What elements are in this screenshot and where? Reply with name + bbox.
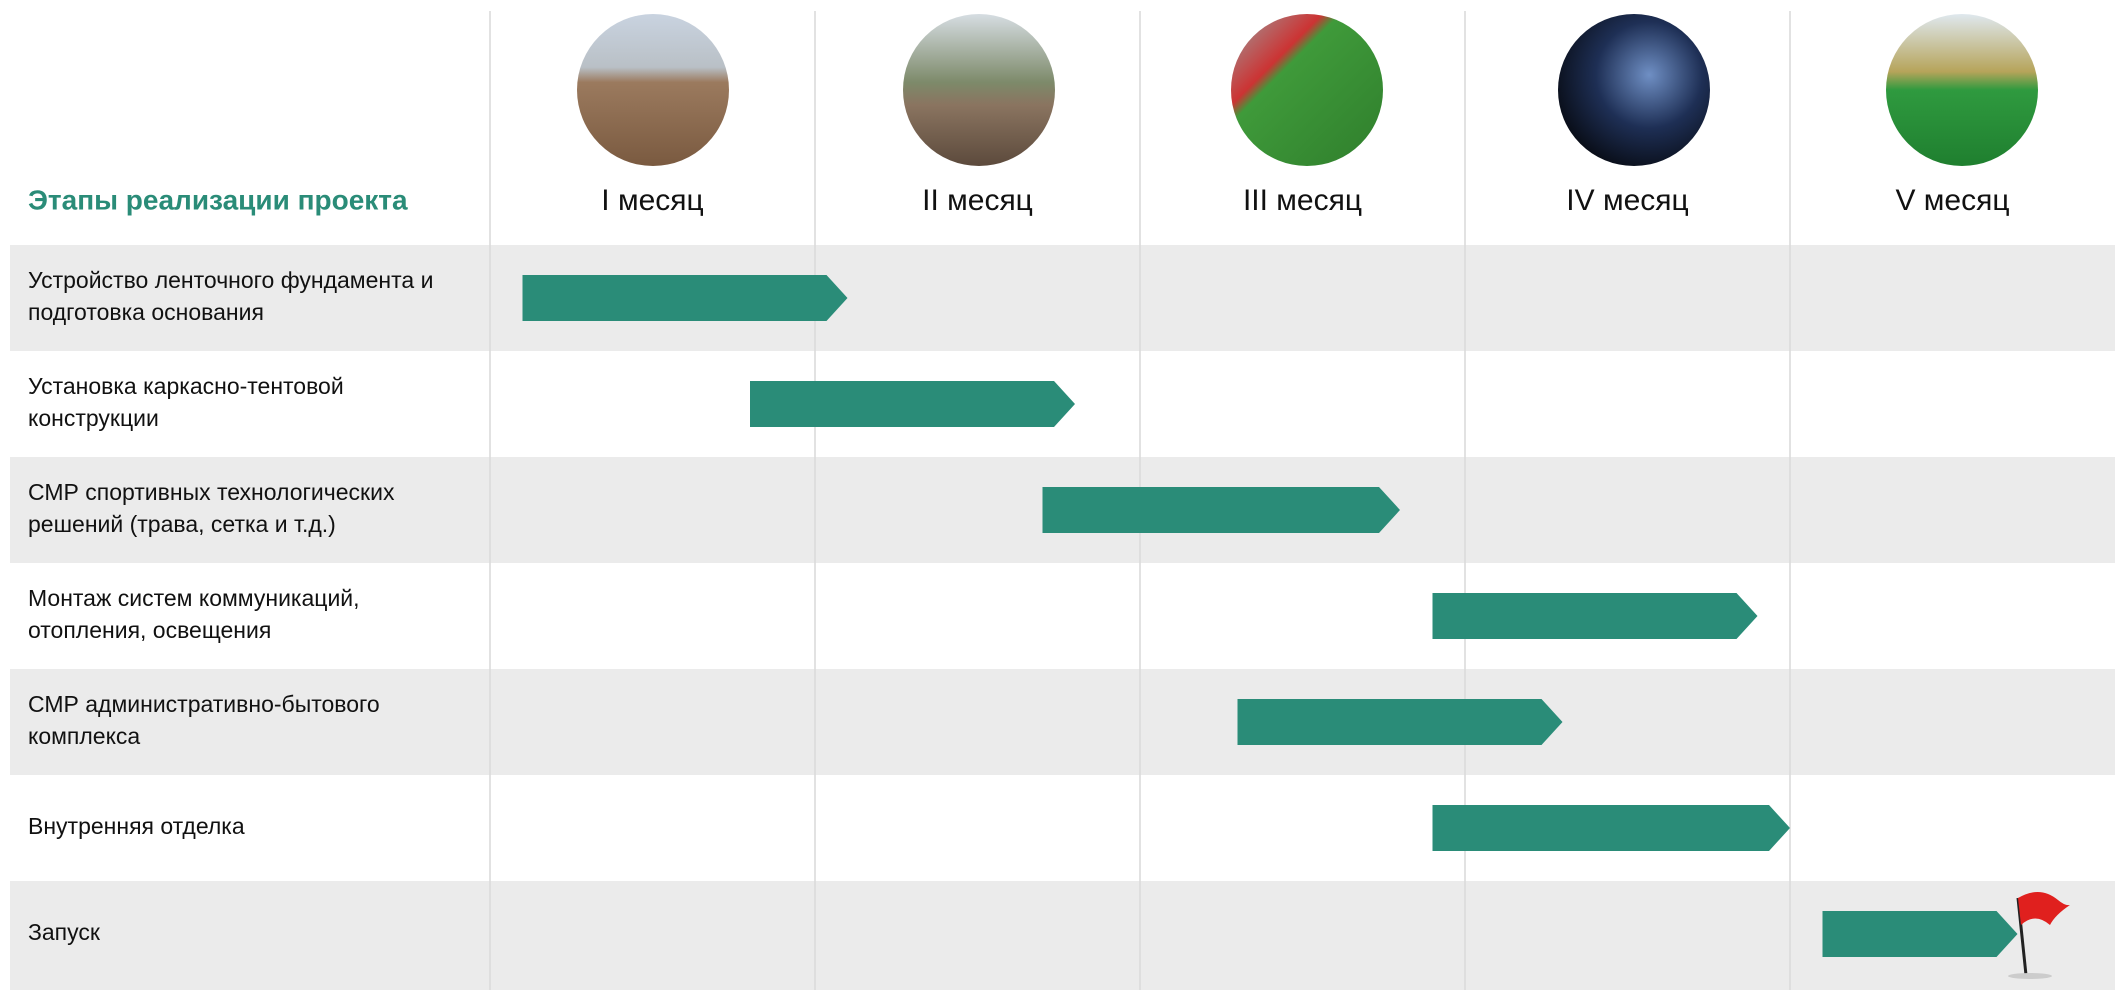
task-label: СМР спортивных технологических bbox=[28, 479, 395, 505]
task-bar bbox=[1238, 699, 1563, 745]
gantt-chart: Этапы реализации проекта I месяц II месяц… bbox=[0, 0, 2115, 990]
photo bbox=[1231, 14, 1383, 166]
task-bar bbox=[1043, 487, 1401, 533]
task-bar bbox=[1433, 593, 1758, 639]
task-bar bbox=[1823, 911, 2018, 957]
task-label: СМР административно-бытового bbox=[28, 691, 380, 717]
month-label: I месяц bbox=[601, 184, 703, 217]
row-band bbox=[10, 881, 2115, 990]
task-label: решений (трава, сетка и т.д.) bbox=[28, 511, 336, 537]
task-label: отопления, освещения bbox=[28, 617, 271, 643]
photo bbox=[903, 14, 1055, 166]
photo bbox=[577, 14, 729, 166]
photo bbox=[1886, 14, 2038, 166]
task-label: конструкции bbox=[28, 405, 159, 431]
photos bbox=[577, 14, 2038, 166]
task-bar bbox=[1433, 805, 1791, 851]
task-bar bbox=[523, 275, 848, 321]
task-label: Запуск bbox=[28, 919, 101, 945]
task-label: подготовка основания bbox=[28, 299, 264, 325]
task-bar bbox=[750, 381, 1075, 427]
task-label: Устройство ленточного фундамента и bbox=[28, 267, 433, 293]
bars bbox=[523, 275, 2018, 957]
task-label: Установка каркасно-тентовой bbox=[28, 373, 344, 399]
month-label: II месяц bbox=[922, 184, 1033, 217]
month-label: III месяц bbox=[1243, 184, 1362, 217]
month-label: V месяц bbox=[1895, 184, 2009, 217]
month-label: IV месяц bbox=[1566, 184, 1688, 217]
rows bbox=[10, 245, 2115, 990]
task-label: Монтаж систем коммуникаций, bbox=[28, 585, 360, 611]
task-label: комплекса bbox=[28, 723, 140, 749]
chart-title: Этапы реализации проекта bbox=[28, 184, 408, 215]
photo bbox=[1558, 14, 1710, 166]
task-label: Внутренняя отделка bbox=[28, 813, 245, 839]
row-band bbox=[10, 669, 2115, 775]
row-band bbox=[10, 245, 2115, 351]
